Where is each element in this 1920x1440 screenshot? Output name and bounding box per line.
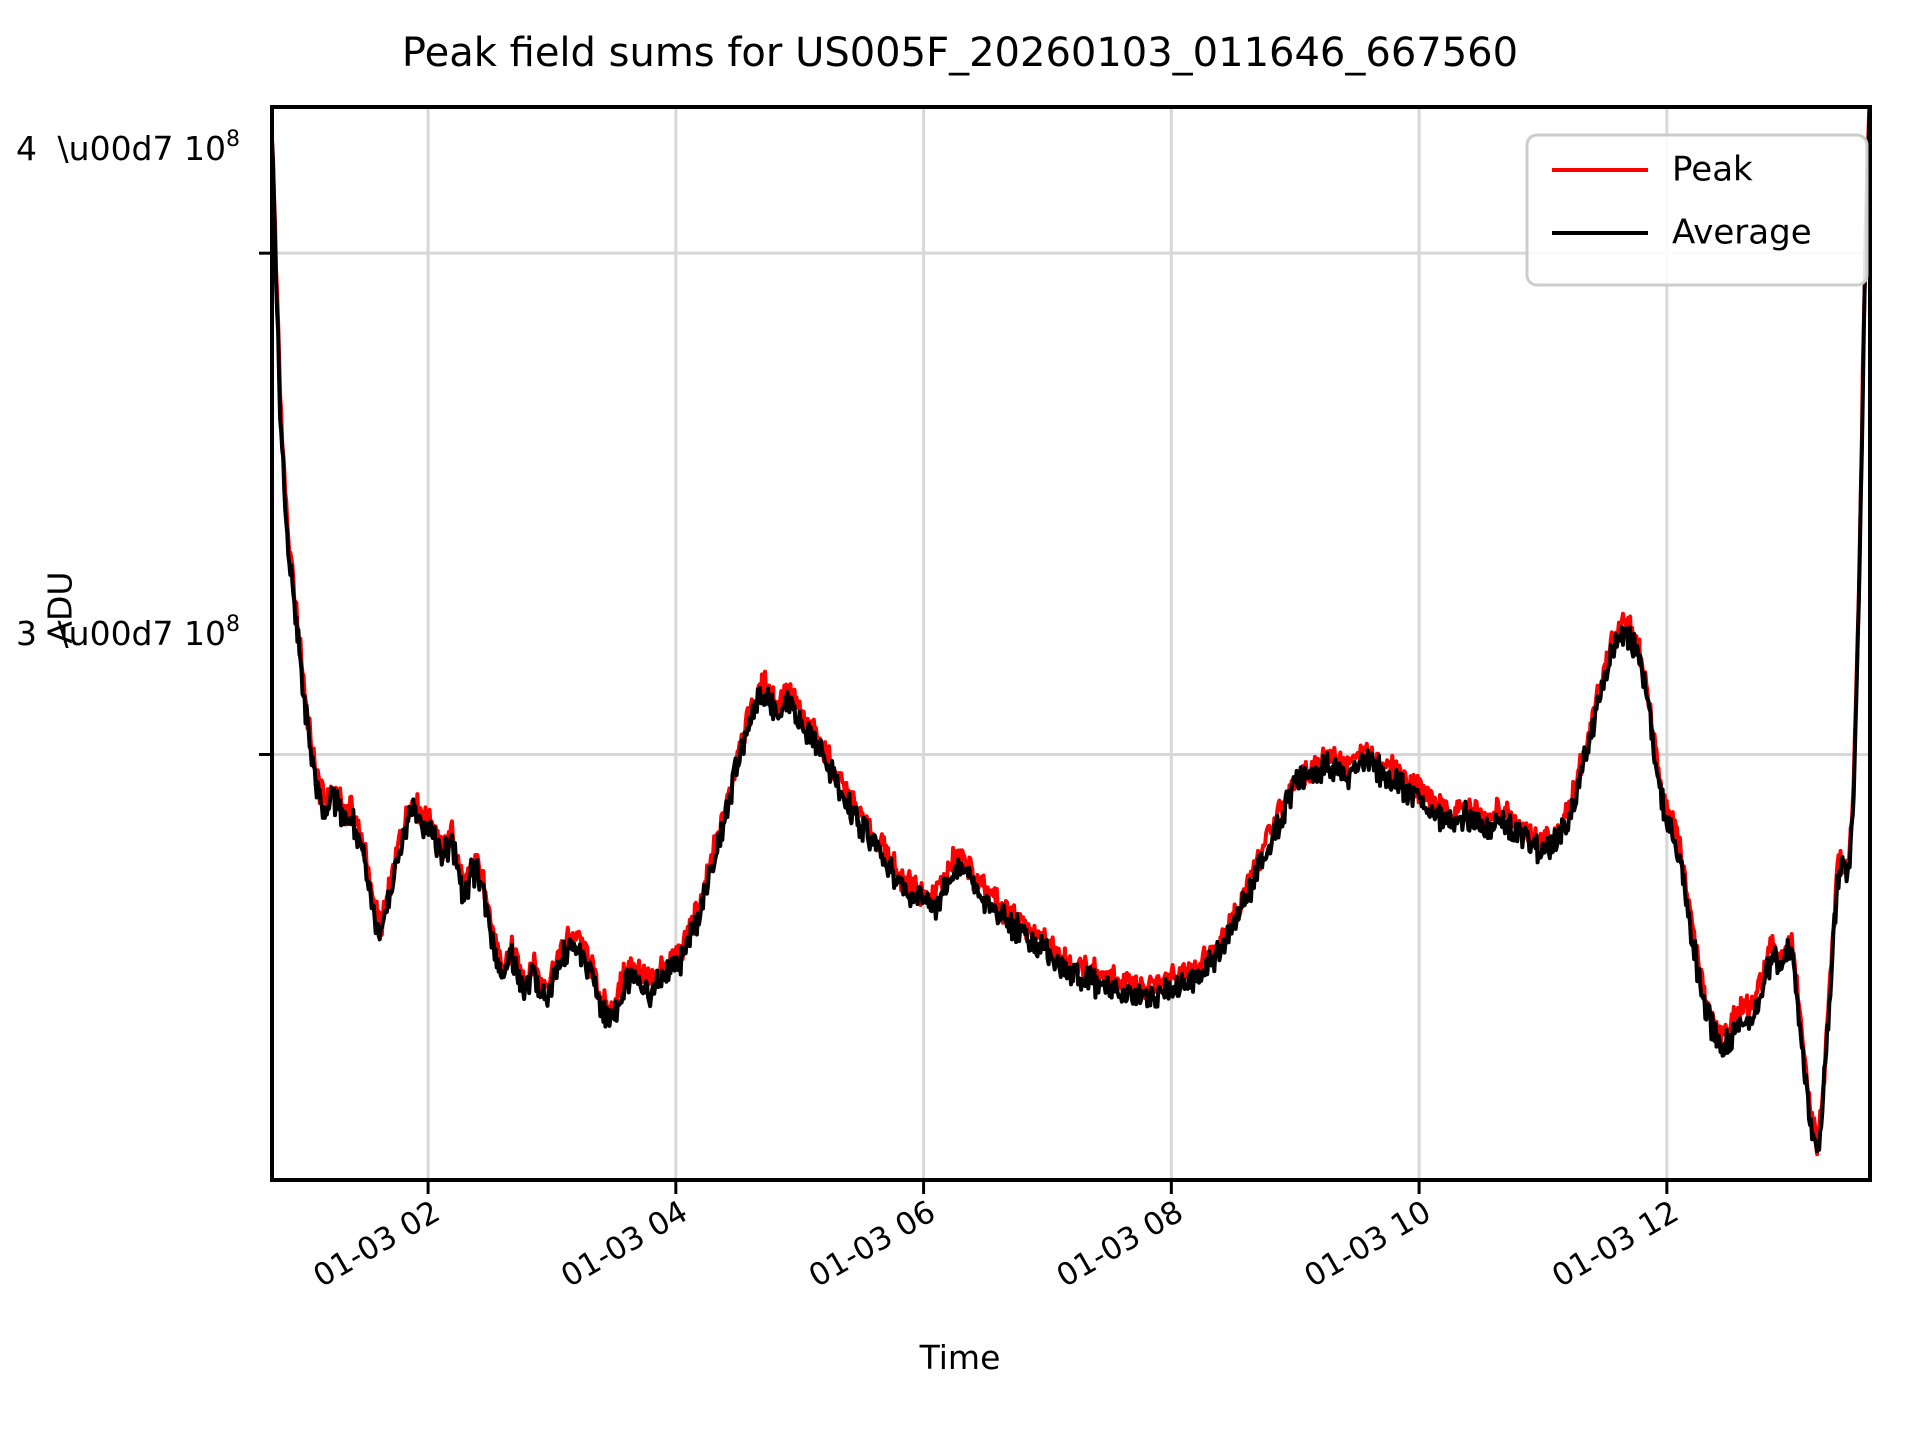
x-tick-label: 01-03 02	[307, 1194, 446, 1295]
data-series-group	[272, 107, 1870, 1157]
axis-ticks	[259, 251, 1669, 1194]
y-tick-mantissa: 4	[16, 129, 37, 168]
y-tick-base: 10	[184, 129, 226, 168]
series-line-average	[272, 107, 1870, 1154]
legend-label-average: Average	[1672, 213, 1812, 253]
y-tick-base: 10	[184, 614, 226, 653]
page-title: Peak field sums for US005F_20260103_0116…	[401, 30, 1519, 76]
x-tick-label: 01-03 06	[803, 1194, 942, 1295]
x-tick-labels: 01-03 02 01-03 04 01-03 06 01-03 08 01-03 10…	[307, 1194, 1684, 1295]
y-tick-labels: 4 \u00d7 108 3 \u00d7 108	[16, 127, 240, 653]
x-tick-label: 01-03 12	[1546, 1194, 1685, 1295]
x-tick-label: 01-03 08	[1051, 1194, 1190, 1295]
legend: Peak Average	[1525, 133, 1869, 287]
x-tick-label: 01-03 10	[1298, 1194, 1437, 1295]
y-tick-exponent: 8	[226, 127, 240, 152]
x-axis-label: Time	[919, 1338, 1001, 1377]
y-tick-label: 4 \u00d7 108	[16, 127, 240, 168]
y-tick-exponent: 8	[226, 612, 240, 637]
legend-label-peak: Peak	[1672, 150, 1753, 190]
y-tick-mantissa: 3	[16, 614, 37, 653]
legend-box	[1525, 133, 1869, 287]
x-tick-label: 01-03 04	[555, 1194, 694, 1295]
plot-frame	[270, 105, 1872, 1182]
y-tick-label: 3 \u00d7 108	[16, 612, 240, 653]
